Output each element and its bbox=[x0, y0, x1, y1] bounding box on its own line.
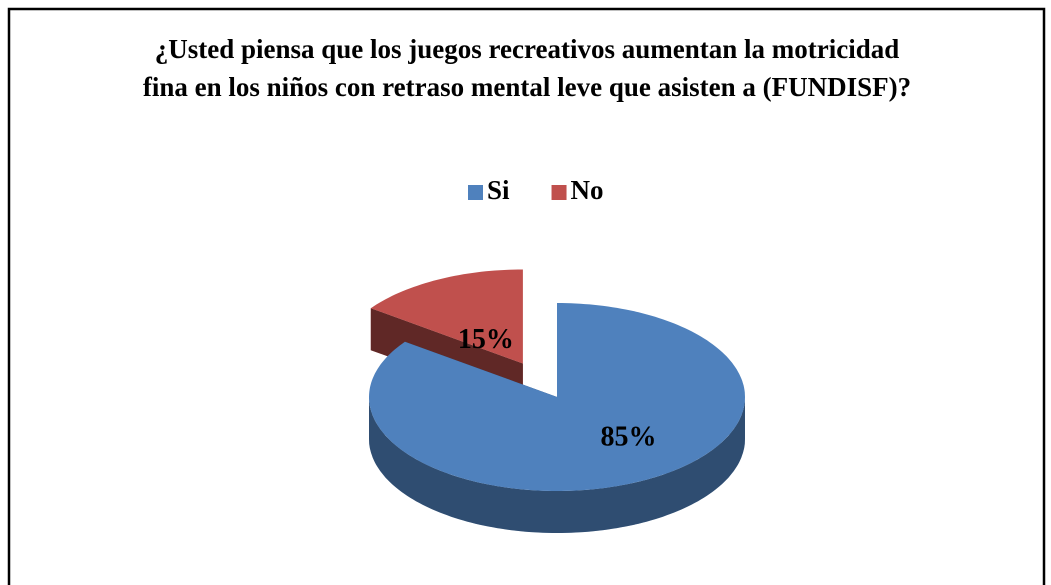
data-label: 15% bbox=[458, 324, 514, 355]
legend-label: Si bbox=[487, 175, 510, 205]
slice-top bbox=[370, 269, 523, 364]
slice-wall-shade bbox=[369, 397, 745, 533]
legend-swatch bbox=[551, 185, 567, 200]
data-label: 85% bbox=[600, 422, 656, 453]
legend-label: No bbox=[571, 175, 604, 205]
chart-border bbox=[7, 7, 1046, 585]
legend-swatch bbox=[468, 185, 483, 200]
slice-top bbox=[369, 303, 745, 491]
chart-title: ¿Usted piensa que los juegos recreativos… bbox=[142, 34, 912, 102]
slice-wall bbox=[369, 397, 745, 533]
pie-slice bbox=[369, 303, 745, 533]
